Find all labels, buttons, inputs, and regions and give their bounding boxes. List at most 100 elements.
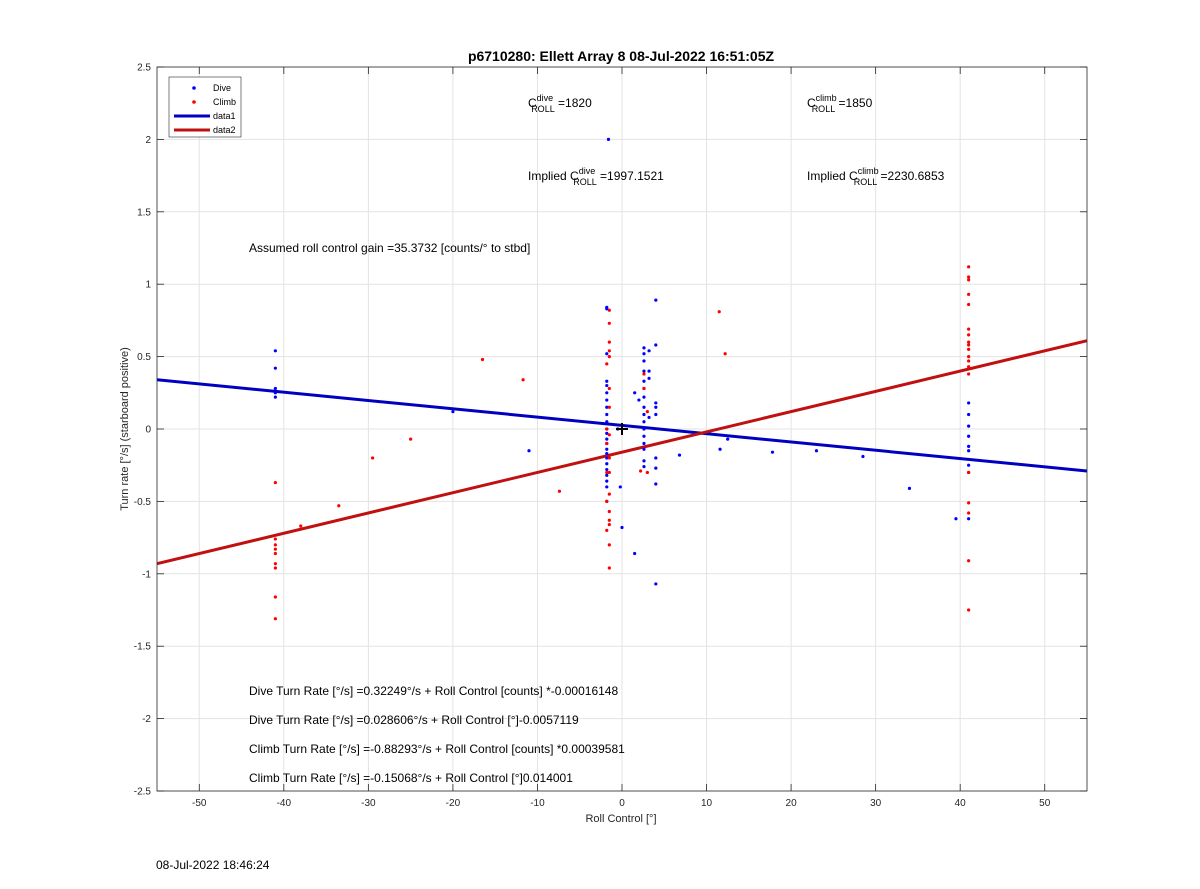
dive-point: [606, 137, 611, 141]
dive-point: [605, 462, 609, 466]
dive-point: [527, 449, 531, 453]
dive-point: [642, 427, 646, 431]
dive-point: [967, 444, 971, 448]
dive-point: [605, 467, 609, 472]
climb-point: [607, 509, 611, 514]
dive-point: [654, 401, 658, 405]
dive-point: [605, 479, 609, 483]
legend: Dive Climb data1 data2: [168, 76, 242, 138]
roll-gain-annotation: Assumed roll control gain =35.3732 [coun…: [249, 241, 530, 255]
climb-point: [557, 489, 562, 493]
dive-point: [605, 398, 609, 402]
dive-point: [605, 420, 609, 424]
y-tick-label: 1: [145, 280, 151, 291]
legend-swatch-Climb: [192, 100, 196, 104]
dive-point: [605, 391, 609, 395]
fit-line-data2: [157, 339, 1087, 566]
dive-point: [605, 352, 609, 356]
y-tick-label: 0: [145, 425, 151, 436]
climb-point: [967, 343, 971, 347]
dive-point: [642, 441, 646, 446]
climb-point: [273, 537, 277, 541]
dive-point: [654, 343, 658, 347]
dive-point: [647, 369, 651, 373]
climb-point: [607, 308, 611, 312]
climb-point: [967, 278, 971, 282]
y-tick-label: 2.5: [137, 63, 151, 74]
footer-timestamp: 08-Jul-2022 18:46:24: [156, 858, 270, 872]
chart-title: p6710280: Ellett Array 8 08-Jul-2022 16:…: [468, 48, 775, 64]
x-tick-label: -20: [446, 798, 461, 809]
climb-point: [607, 355, 611, 359]
dive-point: [718, 447, 722, 451]
y-tick-label: 0.5: [137, 352, 151, 363]
dive-point: [451, 410, 455, 414]
dive-point: [642, 352, 646, 356]
climb-point: [337, 504, 341, 508]
dive-point: [273, 349, 277, 353]
plot-area: [157, 137, 1087, 621]
climb-point: [273, 595, 277, 599]
climb-point: [967, 340, 971, 344]
climb-point: [967, 559, 971, 563]
dive-fit-counts-annotation: Dive Turn Rate [°/s] =0.32249°/s + Roll …: [249, 684, 618, 698]
climb-point: [967, 265, 971, 269]
dive-point: [647, 376, 651, 380]
dive-point: [605, 437, 609, 441]
dive-point: [642, 447, 646, 451]
dive-point: [647, 349, 651, 353]
climb-point: [605, 441, 609, 446]
dive-point: [642, 459, 646, 463]
dive-point: [654, 582, 658, 586]
y-axis-label: Turn rate [°/s] (starboard positive): [119, 347, 131, 511]
climb-point: [967, 327, 971, 331]
climb-point: [273, 617, 277, 621]
dive-point: [273, 386, 277, 391]
dive-point: [642, 465, 646, 469]
dive-point: [642, 379, 646, 383]
y-tick-label: 2: [145, 135, 151, 146]
x-axis-label: Roll Control [°]: [585, 813, 656, 825]
x-tick-label: -50: [192, 798, 207, 809]
climb-point: [299, 524, 303, 528]
climb-point: [717, 310, 721, 314]
climb-point: [967, 347, 971, 351]
climb-point: [967, 372, 971, 376]
x-tick-label: 40: [955, 798, 967, 809]
dive-point: [642, 434, 646, 438]
climb-point: [607, 386, 611, 391]
x-tick-label: 50: [1039, 798, 1051, 809]
dive-point: [814, 449, 819, 453]
implied-c-roll-dive-annotation: Implied Cdive ROLL =1997.1521: [528, 166, 664, 187]
climb-point: [639, 469, 643, 473]
climb-point: [607, 405, 611, 409]
dive-point: [637, 398, 641, 402]
y-axis: -2.5 -2 -1.5 -1 -0.5 0 0.5 1 1.5 2 2.5: [134, 63, 1087, 798]
dive-point: [967, 449, 971, 453]
climb-point: [607, 349, 611, 353]
dive-point: [861, 454, 865, 459]
dive-point: [647, 415, 651, 420]
dive-point: [967, 434, 971, 438]
dive-fit-degrees-annotation: Dive Turn Rate [°/s] =0.028606°/s + Roll…: [249, 713, 579, 727]
dive-point: [654, 405, 658, 409]
dive-point: [618, 485, 622, 489]
legend-label-data1: data1: [213, 111, 236, 121]
dive-point: [967, 412, 971, 417]
legend-swatch-Dive: [192, 86, 196, 90]
climb-point: [607, 518, 611, 522]
dive-point: [642, 405, 646, 409]
climb-point: [605, 499, 609, 503]
dive-point: [642, 359, 646, 363]
climb-point: [273, 566, 277, 570]
dive-point: [605, 412, 609, 417]
dive-point: [770, 450, 775, 454]
climb-point: [607, 492, 611, 496]
climb-point: [967, 501, 971, 505]
dive-point: [907, 486, 912, 490]
climb-point: [645, 410, 649, 414]
dive-point: [633, 391, 637, 395]
y-tick-label: -2: [142, 714, 151, 725]
dive-point: [654, 412, 658, 417]
